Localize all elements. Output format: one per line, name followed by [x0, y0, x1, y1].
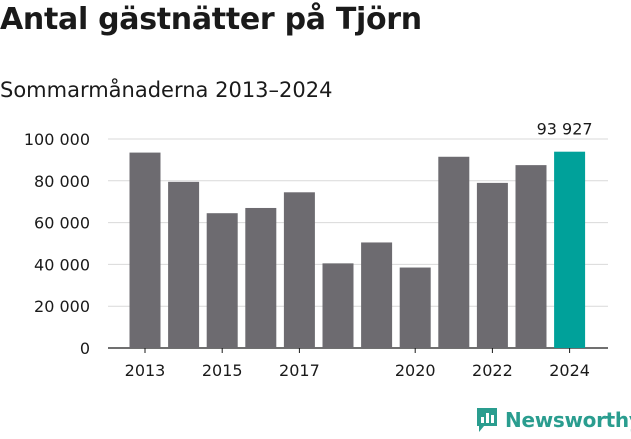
- bar-2017: [283, 192, 315, 348]
- bar-series: [129, 151, 586, 348]
- x-tick-label: 2022: [472, 361, 513, 380]
- y-tick-label: 20 000: [34, 297, 90, 316]
- newsworthy-logo: Newsworthy: [475, 406, 631, 434]
- bar-2021: [438, 156, 470, 348]
- bar-2022: [476, 182, 508, 348]
- x-tick-label: 2020: [395, 361, 436, 380]
- y-axis-tick-labels: 0 20 000 40 000 60 000 80 000 100 000: [24, 130, 90, 358]
- x-tick-label: 2024: [549, 361, 590, 380]
- bar-2020: [399, 267, 431, 348]
- brand-name: Newsworthy: [505, 408, 631, 432]
- y-tick-label: 0: [80, 339, 90, 358]
- y-tick-label: 80 000: [34, 172, 90, 191]
- bar-2014: [168, 181, 200, 348]
- bar-2024: [554, 151, 586, 348]
- y-tick-label: 60 000: [34, 214, 90, 233]
- y-tick-label: 100 000: [24, 130, 90, 149]
- x-tick-label: 2017: [279, 361, 320, 380]
- bar-2013: [129, 152, 161, 348]
- bar-2018: [322, 263, 354, 348]
- newsworthy-chart-icon: [477, 408, 497, 432]
- chart-title: Antal gästnätter på Tjörn: [0, 2, 422, 37]
- bar-2023: [515, 165, 547, 348]
- bar-2016: [245, 207, 277, 348]
- bar-2015: [206, 213, 238, 348]
- y-tick-label: 40 000: [34, 255, 90, 274]
- data-labels: 93 927: [537, 120, 593, 139]
- x-tick-label: 2015: [202, 361, 243, 380]
- chart-subtitle: Sommarmånaderna 2013–2024: [0, 78, 333, 102]
- x-axis-tick-labels: 2013 2015 2017 2020 2022 2024: [125, 348, 590, 380]
- bar-2019: [361, 242, 393, 348]
- x-tick-label: 2013: [125, 361, 166, 380]
- data-label-2024: 93 927: [537, 120, 593, 139]
